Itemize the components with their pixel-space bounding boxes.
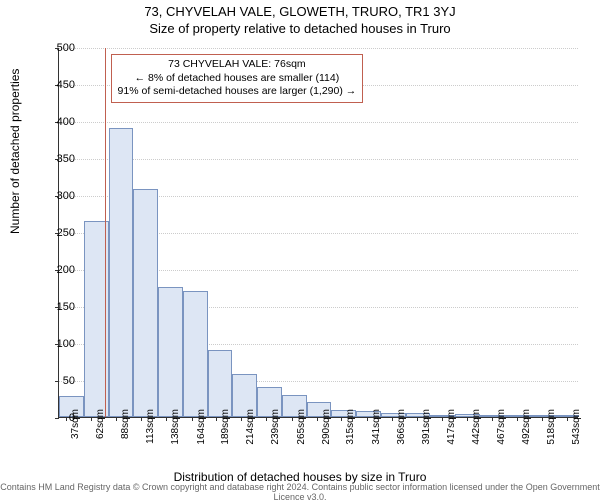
attribution-text: Contains HM Land Registry data © Crown c… <box>0 482 600 502</box>
gridline <box>59 122 578 123</box>
xtick-mark <box>141 417 142 421</box>
xtick-label: 518sqm <box>546 409 557 454</box>
gridline <box>59 48 578 49</box>
xtick-label: 417sqm <box>446 409 457 454</box>
xtick-mark <box>317 417 318 421</box>
ytick-label: 350 <box>45 154 75 165</box>
xtick-label: 543sqm <box>571 409 582 454</box>
xtick-mark <box>492 417 493 421</box>
histogram-bar <box>158 287 183 417</box>
xtick-label: 88sqm <box>120 409 131 454</box>
annotation-line: 73 CHYVELAH VALE: 76sqm <box>118 58 357 72</box>
xtick-label: 239sqm <box>270 409 281 454</box>
xtick-mark <box>417 417 418 421</box>
xtick-mark <box>292 417 293 421</box>
ytick-label: 200 <box>45 265 75 276</box>
xtick-mark <box>192 417 193 421</box>
xtick-label: 113sqm <box>145 409 156 454</box>
ytick-label: 100 <box>45 339 75 350</box>
xtick-label: 341sqm <box>371 409 382 454</box>
xtick-mark <box>216 417 217 421</box>
chart-area: 73 CHYVELAH VALE: 76sqm← 8% of detached … <box>58 48 578 418</box>
xtick-mark <box>542 417 543 421</box>
ytick-label: 0 <box>45 413 75 424</box>
ytick-label: 300 <box>45 191 75 202</box>
y-axis-label: Number of detached properties <box>8 69 22 234</box>
xtick-label: 138sqm <box>170 409 181 454</box>
xtick-label: 290sqm <box>321 409 332 454</box>
histogram-bar <box>208 350 233 417</box>
gridline <box>59 159 578 160</box>
histogram-bar <box>109 128 134 417</box>
ytick-label: 150 <box>45 302 75 313</box>
annotation-line: ← 8% of detached houses are smaller (114… <box>118 72 357 86</box>
ytick-label: 400 <box>45 117 75 128</box>
xtick-mark <box>241 417 242 421</box>
histogram-bar <box>133 189 158 417</box>
property-marker-line <box>105 48 106 417</box>
ytick-label: 500 <box>45 43 75 54</box>
xtick-label: 315sqm <box>345 409 356 454</box>
xtick-label: 366sqm <box>396 409 407 454</box>
xtick-label: 391sqm <box>421 409 432 454</box>
xtick-mark <box>517 417 518 421</box>
xtick-mark <box>392 417 393 421</box>
xtick-mark <box>266 417 267 421</box>
xtick-label: 164sqm <box>196 409 207 454</box>
ytick-label: 450 <box>45 80 75 91</box>
chart-title-main: 73, CHYVELAH VALE, GLOWETH, TRURO, TR1 3… <box>0 4 600 19</box>
xtick-mark <box>367 417 368 421</box>
xtick-label: 189sqm <box>220 409 231 454</box>
ytick-label: 250 <box>45 228 75 239</box>
xtick-mark <box>341 417 342 421</box>
xtick-label: 492sqm <box>521 409 532 454</box>
xtick-label: 214sqm <box>245 409 256 454</box>
annotation-box: 73 CHYVELAH VALE: 76sqm← 8% of detached … <box>111 54 364 103</box>
xtick-mark <box>442 417 443 421</box>
xtick-mark <box>116 417 117 421</box>
histogram-bar <box>183 291 208 417</box>
xtick-mark <box>166 417 167 421</box>
xtick-label: 265sqm <box>296 409 307 454</box>
xtick-mark <box>567 417 568 421</box>
xtick-label: 442sqm <box>471 409 482 454</box>
xtick-label: 467sqm <box>496 409 507 454</box>
annotation-line: 91% of semi-detached houses are larger (… <box>118 85 357 99</box>
chart-title-sub: Size of property relative to detached ho… <box>0 21 600 36</box>
xtick-mark <box>91 417 92 421</box>
xtick-mark <box>467 417 468 421</box>
ytick-label: 50 <box>45 376 75 387</box>
plot-region: 73 CHYVELAH VALE: 76sqm← 8% of detached … <box>58 48 578 418</box>
xtick-label: 62sqm <box>95 409 106 454</box>
